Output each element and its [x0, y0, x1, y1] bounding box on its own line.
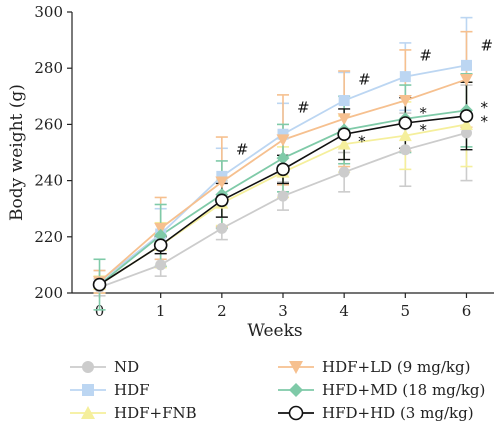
- series-2-point: [459, 117, 473, 130]
- legend-marker: [82, 361, 94, 373]
- star-annotation: *: [358, 132, 366, 150]
- series-5-point: [92, 277, 107, 292]
- y-tick-label: 300: [34, 3, 63, 21]
- series-1-point: [216, 170, 228, 182]
- series-1-point: [399, 71, 411, 83]
- legend-label: HFD+HD (3 mg/kg): [322, 404, 474, 422]
- series-5-point: [398, 116, 413, 130]
- x-tick-label: 1: [156, 302, 166, 320]
- series-3-point: [154, 222, 168, 235]
- significance-annotations: #####*****: [236, 37, 493, 159]
- hash-annotation: #: [297, 99, 310, 117]
- legend: ND HDF HDF+FNB HDF+LD (9 mg/kg) HFD+MD (18 m…: [70, 358, 485, 422]
- legend-item: HDF+FNB: [70, 404, 197, 422]
- legend-marker: [289, 383, 303, 397]
- legend-label: HDF+LD (9 mg/kg): [322, 358, 470, 376]
- legend-label: HFD+MD (18 mg/kg): [322, 381, 485, 399]
- y-axis-title: Body weight (g): [7, 84, 27, 221]
- star-annotation: *: [419, 104, 427, 122]
- series-5-point: [153, 238, 168, 253]
- x-axis-title: Weeks: [247, 321, 302, 341]
- series-3-point: [459, 73, 473, 86]
- series-3-point: [215, 176, 229, 189]
- y-tick-label: 280: [34, 59, 63, 77]
- x-tick-label: 3: [278, 302, 288, 320]
- series-0-point: [155, 259, 167, 271]
- legend-label: HDF+FNB: [114, 404, 197, 422]
- y-tick-label: 260: [34, 115, 63, 133]
- legend-marker: [82, 384, 94, 396]
- series-3-point: [337, 113, 351, 126]
- x-tick-label: 0: [95, 302, 105, 320]
- legend-item: HFD+MD (18 mg/kg): [278, 381, 485, 399]
- series-0-point: [399, 144, 411, 156]
- series-5-point: [459, 109, 474, 123]
- axes: 200 220 240 260 280 300 0 1 2 3 4 5 6 Weeks Body weigh…: [7, 3, 494, 341]
- star-annotation: *: [419, 121, 427, 139]
- series-0-point: [460, 127, 472, 139]
- hash-annotation: #: [480, 37, 493, 55]
- series-4-point: [154, 228, 168, 242]
- series-1-point: [338, 95, 350, 107]
- legend-label: ND: [114, 358, 139, 376]
- y-tick-label: 240: [34, 172, 63, 190]
- series-2-point: [398, 129, 412, 142]
- x-tick-label: 6: [462, 302, 472, 320]
- x-tick-label: 4: [339, 302, 349, 320]
- legend-marker: [288, 405, 304, 421]
- hash-annotation: #: [358, 70, 371, 88]
- y-tick-label: 220: [34, 228, 63, 246]
- series-5-point: [337, 127, 351, 142]
- legend-item: HDF+LD (9 mg/kg): [278, 358, 470, 376]
- series-0-point: [338, 166, 350, 178]
- x-tick-label: 5: [401, 302, 411, 320]
- series-5-point: [215, 193, 229, 208]
- series-2-point: [337, 137, 351, 150]
- y-tick-label: 200: [34, 284, 63, 302]
- series-0-point: [277, 190, 289, 202]
- legend-label: HDF: [114, 381, 150, 399]
- series-5-point: [276, 162, 290, 177]
- series-1-point: [460, 59, 472, 71]
- legend-item: HDF: [70, 381, 150, 399]
- series-4-point: [276, 151, 290, 165]
- star-annotation: *: [480, 99, 488, 117]
- series-markers: [92, 59, 474, 293]
- legend-item: HFD+HD (3 mg/kg): [278, 404, 474, 422]
- series-3-point: [276, 134, 290, 147]
- hash-annotation: #: [419, 47, 432, 65]
- x-tick-label: 2: [217, 302, 227, 320]
- legend-item: ND: [70, 358, 139, 376]
- legend-marker: [81, 406, 95, 419]
- series-1-point: [277, 128, 289, 140]
- series-0-point: [216, 222, 228, 234]
- legend-marker: [289, 361, 303, 374]
- star-annotation: *: [480, 113, 488, 131]
- hash-annotation: #: [236, 141, 249, 159]
- series-3-point: [398, 95, 412, 108]
